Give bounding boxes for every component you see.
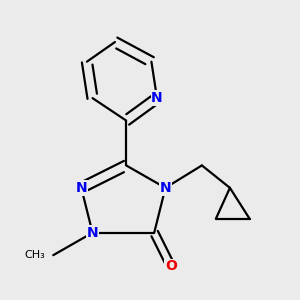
Text: N: N <box>151 91 163 105</box>
Text: N: N <box>76 181 87 195</box>
Text: N: N <box>87 226 98 240</box>
Text: N: N <box>160 181 171 195</box>
Text: O: O <box>165 260 177 273</box>
Text: CH₃: CH₃ <box>24 250 45 260</box>
